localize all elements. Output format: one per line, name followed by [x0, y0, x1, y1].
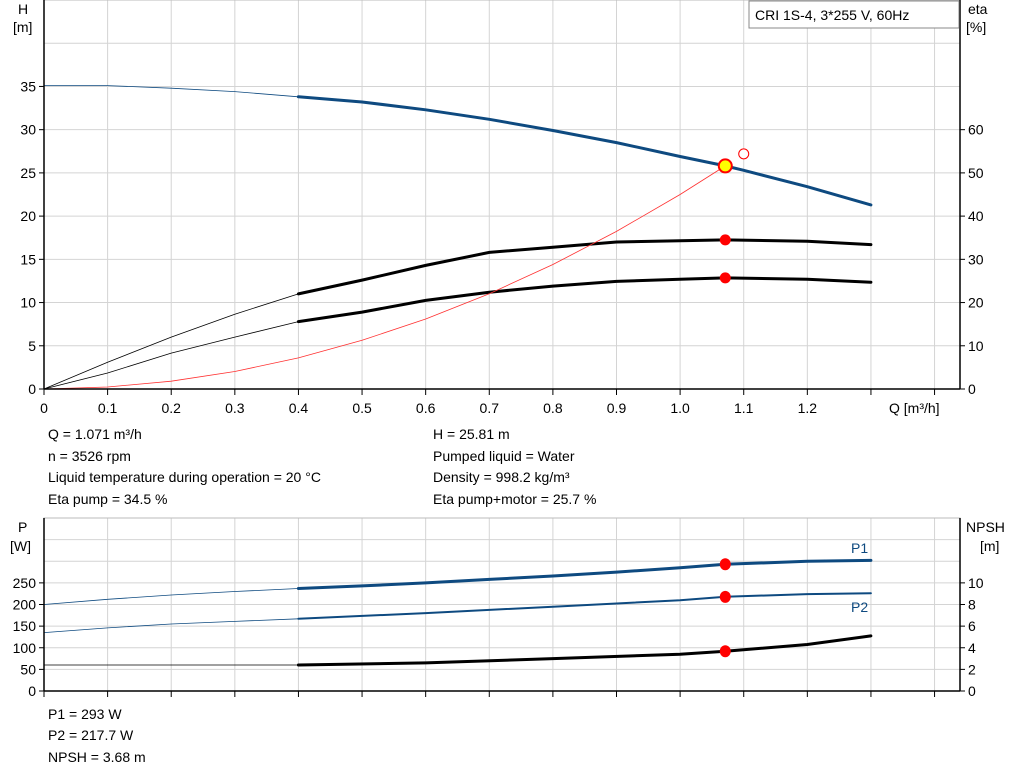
- x-tick-label: 0.4: [289, 400, 309, 416]
- info-p1: P1 = 293 W: [48, 706, 122, 722]
- y2-tick-label: 20: [968, 295, 984, 311]
- x-tick-label: 0: [40, 400, 48, 416]
- series-line-extrapolated: [43, 293, 299, 390]
- series-line-extrapolated: [43, 618, 299, 633]
- x-tick-label: 0.9: [607, 400, 627, 416]
- series-line: [43, 165, 726, 390]
- series-line: [296, 634, 873, 667]
- y2-tick-label: 10: [968, 338, 984, 354]
- info-density: Density = 998.2 kg/m³: [433, 469, 570, 485]
- y-tick-label: 250: [13, 575, 37, 591]
- series-line: [297, 592, 872, 620]
- y2-tick-label: 0: [968, 683, 976, 699]
- bottom-series: [43, 558, 873, 667]
- y-tick-label: 20: [20, 208, 36, 224]
- info-top: Q = 1.071 m³/h n = 3526 rpm Liquid tempe…: [48, 426, 596, 507]
- y-tick-label: 0: [28, 683, 36, 699]
- open-marker: [738, 148, 750, 160]
- y-tick-label: 30: [20, 122, 36, 138]
- npsh-axis-label: NPSH: [966, 519, 1005, 535]
- h-axis-unit: [m]: [13, 19, 32, 35]
- info-n: n = 3526 rpm: [48, 448, 131, 464]
- x-tick-label: 1.1: [734, 400, 754, 416]
- y2-tick-label: 10: [968, 575, 984, 591]
- y2-tick-label: 2: [968, 661, 976, 677]
- top-axes: 0 5 10 15 20 25 30 35 0 10 20 30 40 50 60 0 0.1 0.2 0.3 0.4…: [20, 0, 984, 416]
- p1-label: P1: [851, 540, 868, 556]
- x-tick-label: 0.1: [98, 400, 118, 416]
- x-tick-label: 0.6: [416, 400, 436, 416]
- series-line: [296, 238, 873, 296]
- series-line: [296, 276, 873, 324]
- y2-tick-label: 40: [968, 208, 984, 224]
- eta-axis-unit: [%]: [966, 19, 986, 35]
- info-q: Q = 1.071 m³/h: [48, 426, 142, 442]
- series-line-extrapolated: [43, 321, 299, 390]
- x-tick-label: 1.2: [798, 400, 818, 416]
- series-line: [296, 95, 873, 207]
- x-tick-label: 1.0: [670, 400, 690, 416]
- info-h: H = 25.81 m: [433, 426, 510, 442]
- y2-tick-label: 30: [968, 251, 984, 267]
- y-tick-label: 5: [28, 338, 36, 354]
- y-tick-label: 15: [20, 251, 36, 267]
- info-temp: Liquid temperature during operation = 20…: [48, 469, 321, 485]
- info-bottom: P1 = 293 W P2 = 217.7 W NPSH = 3.68 m: [48, 706, 146, 765]
- plot-frame: [43, 0, 961, 390]
- operating-point-marker: [719, 558, 731, 571]
- duty-point: [717, 158, 733, 174]
- info-p2: P2 = 217.7 W: [48, 727, 134, 743]
- y2-tick-label: 6: [968, 618, 976, 634]
- info-eta-total: Eta pump+motor = 25.7 %: [433, 491, 596, 507]
- legend-box: CRI 1S-4, 3*255 V, 60Hz: [748, 0, 960, 29]
- operating-point-marker: [719, 234, 731, 246]
- x-tick-label: 0.8: [543, 400, 563, 416]
- eta-axis-label: eta: [968, 1, 988, 17]
- y-tick-label: 25: [20, 165, 36, 181]
- info-npsh: NPSH = 3.68 m: [48, 749, 146, 765]
- x-tick-label: 0.7: [480, 400, 500, 416]
- series-line-extrapolated: [44, 85, 299, 98]
- y2-tick-label: 50: [968, 165, 984, 181]
- y-tick-label: 200: [13, 597, 37, 613]
- bottom-grid: [43, 517, 961, 692]
- series-line: [296, 558, 873, 590]
- y-tick-label: 35: [20, 78, 36, 94]
- y2-tick-label: 0: [968, 381, 976, 397]
- legend-text: CRI 1S-4, 3*255 V, 60Hz: [755, 7, 909, 23]
- operating-point-marker: [719, 645, 731, 658]
- y2-tick-label: 4: [968, 640, 976, 656]
- p-axis-unit: [W]: [10, 538, 31, 554]
- h-axis-label: H: [18, 1, 28, 17]
- bottom-axes: 0 50 100 150 200 250 0 2 4 6 8 10: [13, 518, 984, 699]
- x-tick-label: 0.3: [225, 400, 245, 416]
- info-eta-pump: Eta pump = 34.5 %: [48, 491, 167, 507]
- p-axis-label: P: [18, 519, 27, 535]
- y-tick-label: 0: [28, 381, 36, 397]
- q-axis-label: Q [m³/h]: [889, 400, 940, 416]
- x-tick-label: 0.5: [352, 400, 372, 416]
- operating-point-marker: [719, 272, 731, 284]
- series-line-extrapolated: [43, 588, 299, 605]
- y2-tick-label: 8: [968, 597, 976, 613]
- y-tick-label: 10: [20, 295, 36, 311]
- y-tick-label: 150: [13, 618, 37, 634]
- top-series: [43, 85, 873, 390]
- y-tick-label: 50: [20, 661, 36, 677]
- operating-point-marker: [719, 590, 731, 603]
- y2-tick-label: 60: [968, 122, 984, 138]
- x-tick-label: 0.2: [161, 400, 181, 416]
- top-grid: [43, 0, 961, 390]
- info-liquid: Pumped liquid = Water: [433, 448, 575, 464]
- y-tick-label: 100: [13, 640, 37, 656]
- npsh-axis-unit: [m]: [980, 538, 999, 554]
- p2-label: P2: [851, 599, 868, 615]
